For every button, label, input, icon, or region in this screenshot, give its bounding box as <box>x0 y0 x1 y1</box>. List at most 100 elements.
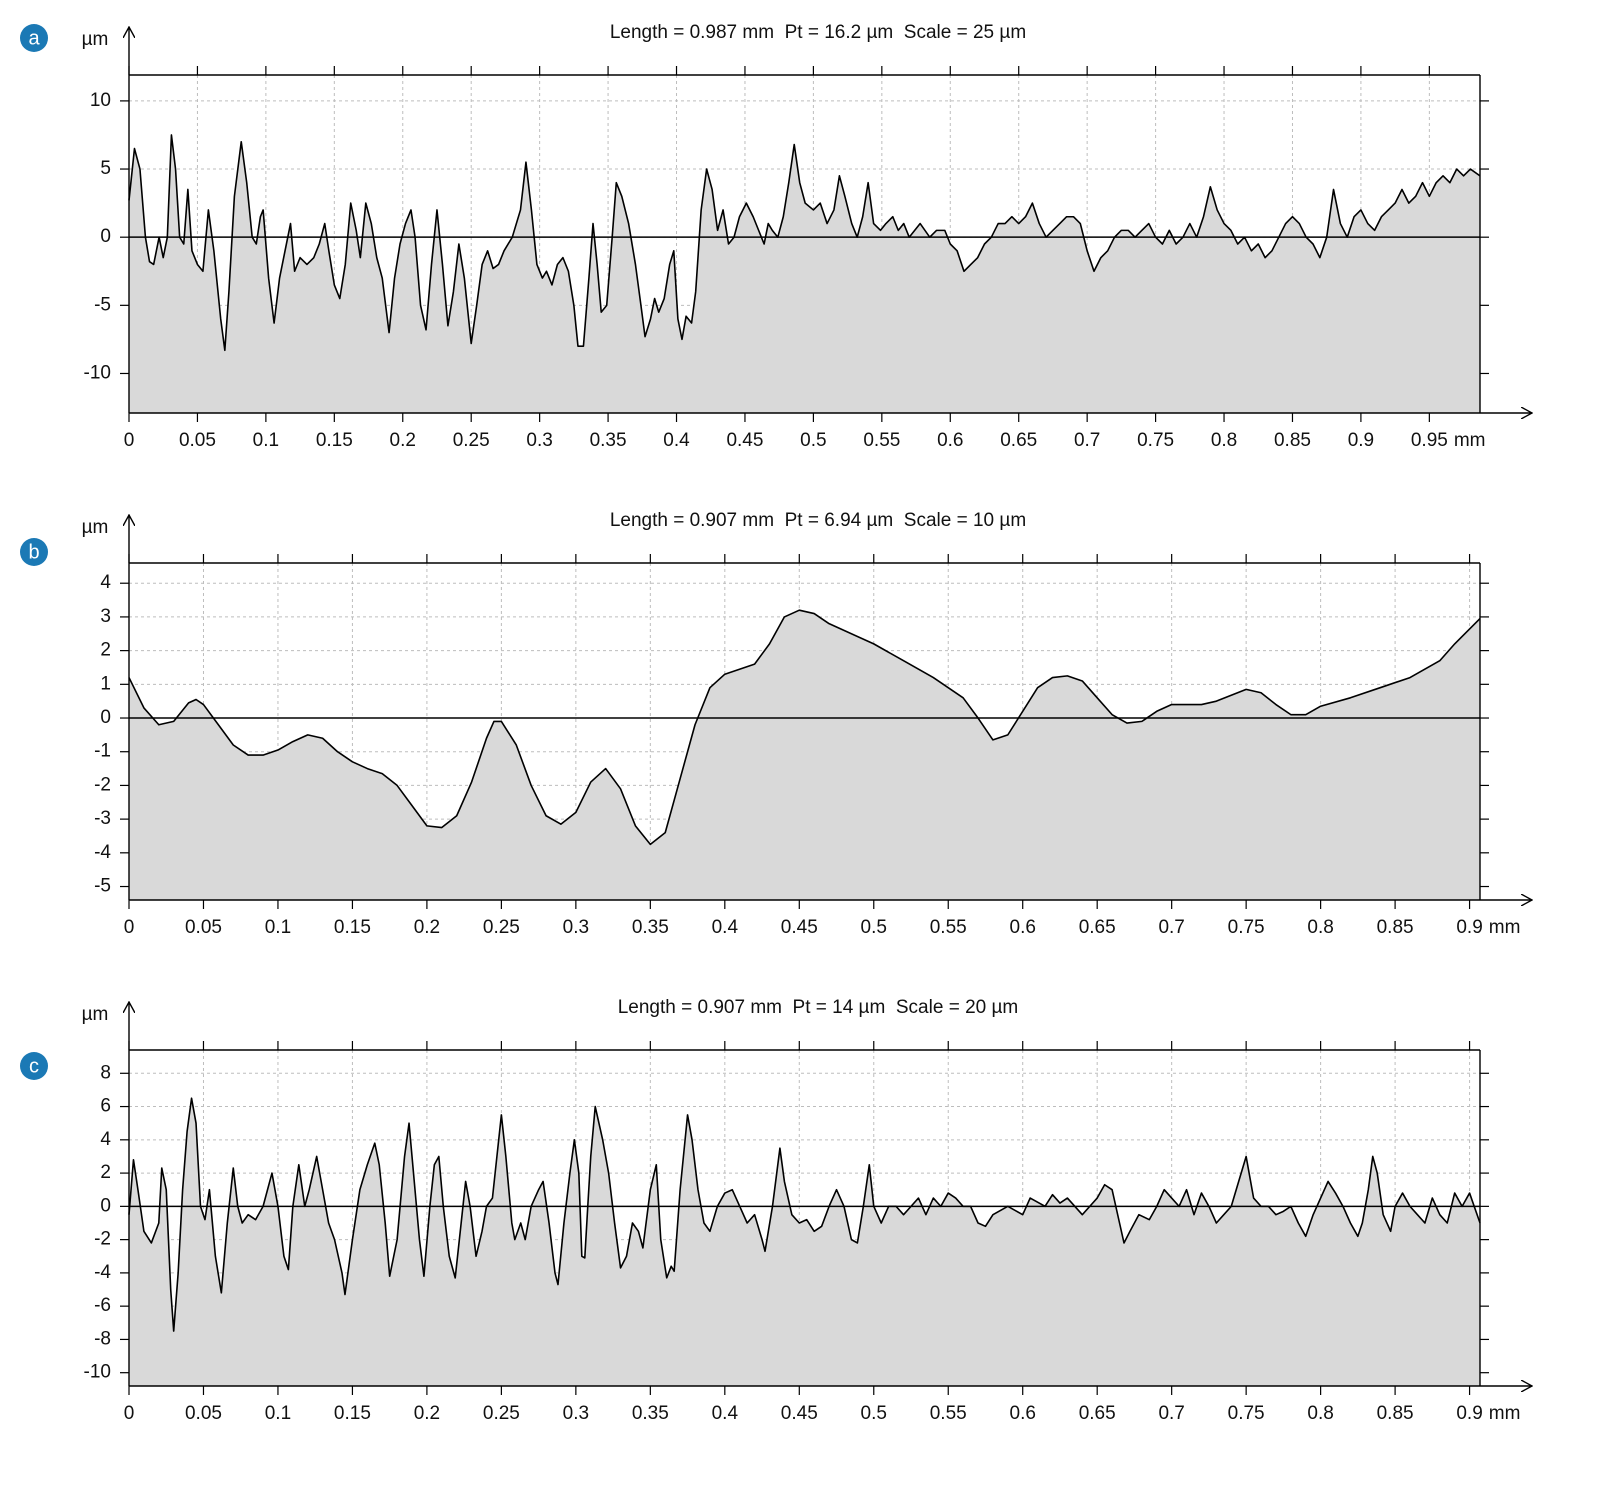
x-tick-label: 0.85 <box>1377 917 1414 938</box>
x-tick-label: 0.1 <box>265 1403 291 1424</box>
x-tick-label: 0.4 <box>712 917 739 938</box>
y-tick-label: 4 <box>100 572 111 593</box>
x-tick-label: 0.2 <box>390 430 416 451</box>
y-unit: µm <box>82 29 109 50</box>
y-tick-label: 10 <box>90 90 111 111</box>
y-tick-label: 0 <box>100 707 111 728</box>
x-tick-label: 0.2 <box>414 1403 440 1424</box>
y-unit: µm <box>82 1004 109 1025</box>
y-tick-label: 6 <box>100 1096 111 1117</box>
y-tick-label: -10 <box>84 362 111 383</box>
y-tick-label: -8 <box>94 1328 111 1349</box>
y-tick-label: -5 <box>94 876 111 897</box>
x-tick-label: 0.45 <box>781 917 818 938</box>
x-tick-label: 0.35 <box>632 917 669 938</box>
x-tick-label: 0.9 <box>1456 917 1482 938</box>
x-tick-label: 0.7 <box>1158 917 1184 938</box>
x-tick-label: 0.75 <box>1137 430 1174 451</box>
x-tick-label: 0.65 <box>1000 430 1037 451</box>
panel-label: a <box>28 27 40 49</box>
x-tick-label: 0 <box>124 1403 135 1424</box>
y-tick-label: -10 <box>84 1362 111 1383</box>
y-tick-label: -4 <box>94 842 111 863</box>
y-tick-label: 8 <box>100 1062 111 1083</box>
x-tick-label: 0 <box>124 917 135 938</box>
panel-label: b <box>28 541 39 563</box>
x-tick-label: 0.9 <box>1348 430 1374 451</box>
x-tick-label: 0.1 <box>253 430 279 451</box>
x-tick-label: 0.55 <box>930 917 967 938</box>
y-tick-label: -5 <box>94 294 111 315</box>
chart-title: Length = 0.907 mm Pt = 6.94 µm Scale = 1… <box>610 510 1026 531</box>
x-tick-label: 0.6 <box>1010 917 1036 938</box>
y-tick-label: -4 <box>94 1262 111 1283</box>
x-tick-label: 0.8 <box>1307 1403 1333 1424</box>
x-tick-label: 0 <box>124 430 135 451</box>
y-tick-label: 5 <box>100 158 111 179</box>
x-tick-label: 0.3 <box>563 1403 589 1424</box>
x-tick-label: 0.3 <box>563 917 589 938</box>
x-unit: mm <box>1489 1403 1521 1424</box>
x-tick-label: 0.7 <box>1158 1403 1184 1424</box>
x-tick-label: 0.4 <box>712 1403 739 1424</box>
x-tick-label: 0.65 <box>1079 1403 1116 1424</box>
y-tick-label: 1 <box>100 673 111 694</box>
y-tick-label: -3 <box>94 808 111 829</box>
y-tick-label: 0 <box>100 1195 111 1216</box>
area-fill <box>129 134 1480 413</box>
x-tick-label: 0.1 <box>265 917 291 938</box>
chart-title: Length = 0.987 mm Pt = 16.2 µm Scale = 2… <box>610 22 1026 43</box>
y-tick-label: 4 <box>100 1129 111 1150</box>
x-tick-label: 0.3 <box>526 430 552 451</box>
area-fill <box>129 1098 1480 1386</box>
panel-badge <box>20 538 48 566</box>
x-tick-label: 0.7 <box>1074 430 1100 451</box>
x-tick-label: 0.25 <box>483 1403 520 1424</box>
x-tick-label: 0.55 <box>930 1403 967 1424</box>
chart-title: Length = 0.907 mm Pt = 14 µm Scale = 20 … <box>618 997 1019 1018</box>
x-tick-label: 0.15 <box>316 430 353 451</box>
x-tick-label: 0.35 <box>632 1403 669 1424</box>
x-tick-label: 0.5 <box>861 917 887 938</box>
y-tick-label: 3 <box>100 606 111 627</box>
x-tick-label: 0.75 <box>1228 1403 1265 1424</box>
x-tick-label: 0.25 <box>483 917 520 938</box>
x-tick-label: 0.5 <box>800 430 826 451</box>
y-tick-label: -6 <box>94 1295 111 1316</box>
y-tick-label: -2 <box>94 1229 111 1250</box>
panel-badge <box>20 1052 48 1080</box>
y-tick-label: 2 <box>100 1162 111 1183</box>
x-tick-label: 0.6 <box>937 430 963 451</box>
y-tick-label: -1 <box>94 741 111 762</box>
x-tick-label: 0.8 <box>1211 430 1237 451</box>
x-tick-label: 0.15 <box>334 1403 371 1424</box>
panel-badge <box>20 24 48 52</box>
profile-line <box>128 134 1481 352</box>
x-tick-label: 0.25 <box>453 430 490 451</box>
area-fill <box>129 610 1480 900</box>
x-tick-label: 0.35 <box>590 430 627 451</box>
x-unit: mm <box>1489 917 1521 938</box>
y-tick-label: 0 <box>100 226 111 247</box>
x-tick-label: 0.5 <box>861 1403 887 1424</box>
y-tick-label: 2 <box>100 640 111 661</box>
x-tick-label: 0.9 <box>1456 1403 1482 1424</box>
panel-label: c <box>29 1055 39 1077</box>
x-tick-label: 0.05 <box>179 430 216 451</box>
x-tick-label: 0.95 <box>1411 430 1448 451</box>
x-tick-label: 0.6 <box>1010 1403 1036 1424</box>
x-tick-label: 0.45 <box>781 1403 818 1424</box>
x-tick-label: 0.45 <box>726 430 763 451</box>
x-tick-label: 0.65 <box>1079 917 1116 938</box>
y-unit: µm <box>82 517 109 538</box>
x-tick-label: 0.8 <box>1307 917 1333 938</box>
profile-line <box>128 1097 1481 1332</box>
x-tick-label: 0.85 <box>1377 1403 1414 1424</box>
x-tick-label: 0.85 <box>1274 430 1311 451</box>
x-tick-label: 0.15 <box>334 917 371 938</box>
x-tick-label: 0.2 <box>414 917 440 938</box>
x-tick-label: 0.05 <box>185 1403 222 1424</box>
x-tick-label: 0.05 <box>185 917 222 938</box>
profile-line <box>128 609 1481 846</box>
